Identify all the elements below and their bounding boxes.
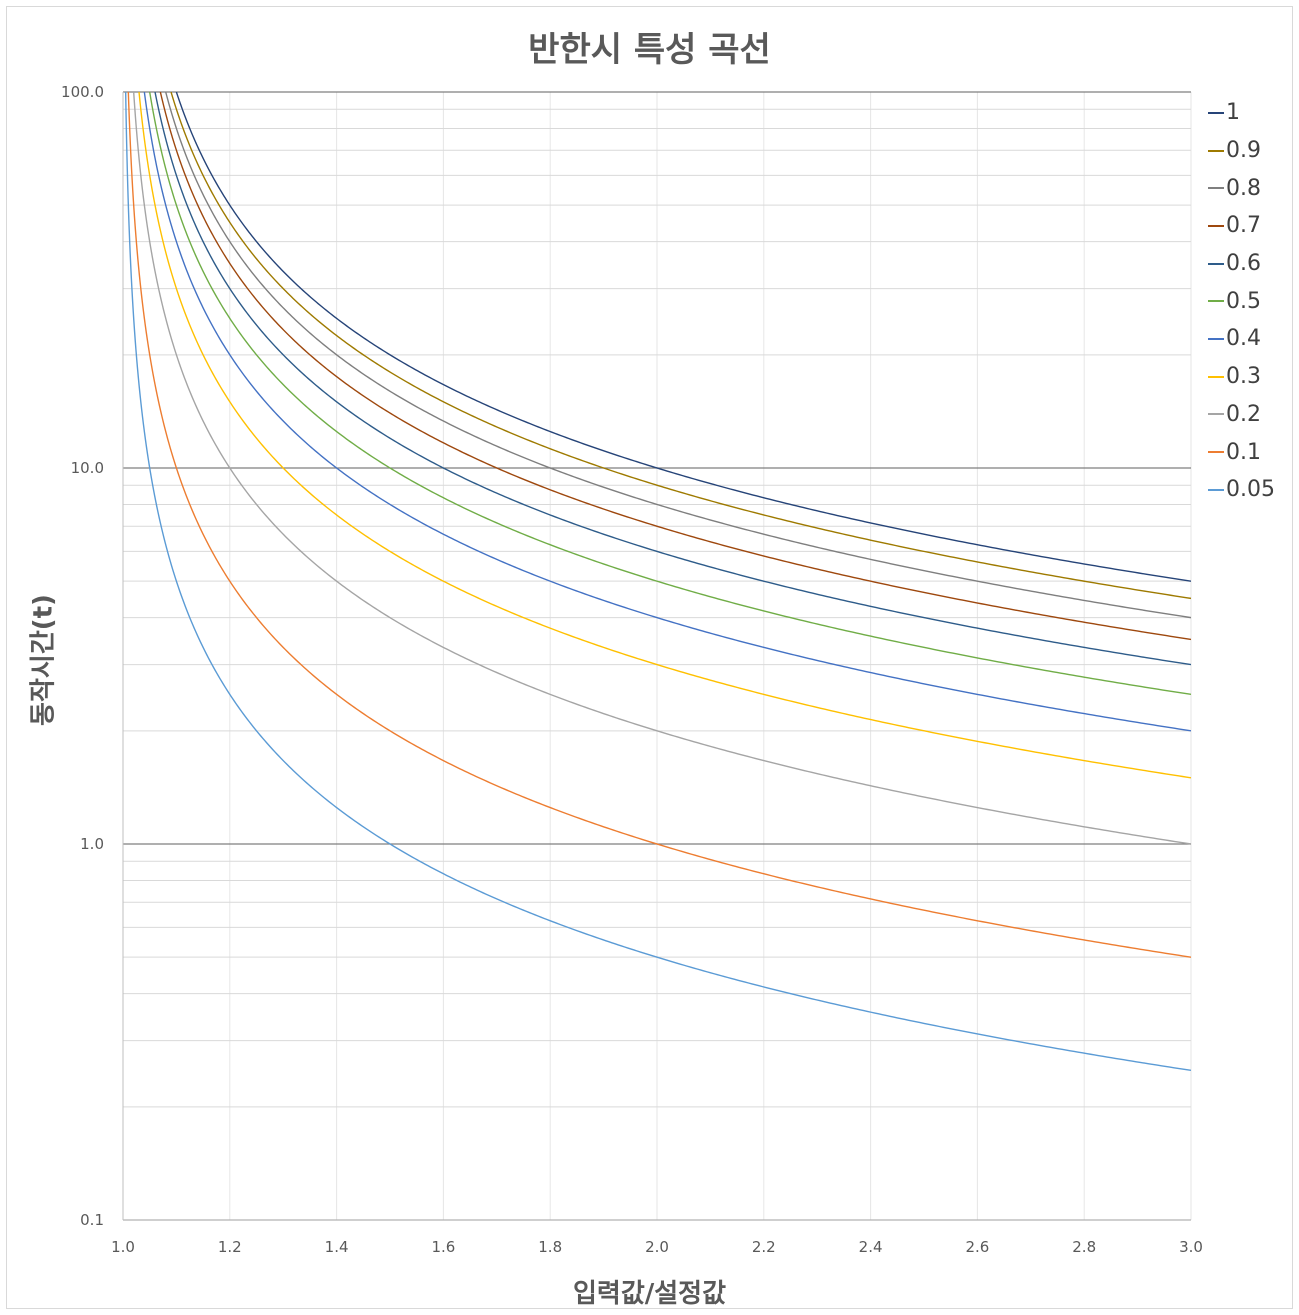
- x-tick-label: 3.0: [1179, 1238, 1203, 1256]
- series-line-1: [175, 92, 1191, 582]
- x-tick-label: 1.8: [538, 1238, 562, 1256]
- legend-swatch: [1208, 337, 1224, 340]
- legend-label: 1: [1226, 100, 1240, 126]
- series-line-0_3: [138, 92, 1191, 779]
- series-line-0_4: [143, 92, 1191, 732]
- chart-title: 반한시 특성 곡선: [528, 30, 771, 70]
- y-tick-label: 0.1: [80, 1211, 104, 1229]
- legend-label: 0.05: [1226, 477, 1275, 503]
- legend-item: 0.05: [1208, 471, 1275, 509]
- legend-swatch: [1208, 111, 1224, 114]
- series-line-0_9: [170, 92, 1191, 600]
- y-tick-label: 100.0: [61, 83, 104, 101]
- series-line-0_05: [124, 92, 1191, 1072]
- legend-label: 0.1: [1226, 439, 1261, 465]
- x-tick-label: 2.2: [752, 1238, 776, 1256]
- legend-swatch: [1208, 451, 1224, 454]
- legend-swatch: [1208, 300, 1224, 303]
- series-line-0_7: [159, 92, 1191, 641]
- legend-swatch: [1208, 488, 1224, 491]
- grid: [122, 91, 1192, 1221]
- x-tick-label: 1.2: [218, 1238, 242, 1256]
- legend-swatch: [1208, 149, 1224, 152]
- legend-label: 0.8: [1226, 175, 1261, 201]
- legend-item: 0.5: [1208, 282, 1275, 320]
- y-tick-label: 10.0: [71, 459, 104, 477]
- legend-item: 0.6: [1208, 245, 1275, 283]
- legend-label: 0.5: [1226, 288, 1261, 314]
- x-tick-label: 2.4: [859, 1238, 883, 1256]
- x-tick-label: 2.6: [965, 1238, 989, 1256]
- x-tick-label: 1.6: [431, 1238, 455, 1256]
- tick-labels: 1.0 1.2 1.4 1.6 1.8 2.0 2.2 2.4 2.6 2.8 3.0 0.1 1.0 1…: [61, 83, 1203, 1256]
- legend-item: 0.4: [1208, 320, 1275, 358]
- legend-swatch: [1208, 224, 1224, 227]
- legend-swatch: [1208, 262, 1224, 265]
- legend-label: 0.9: [1226, 138, 1261, 164]
- legend-label: 0.2: [1226, 401, 1261, 427]
- series-line-0_2: [132, 92, 1191, 845]
- legend-label: 0.3: [1226, 364, 1261, 390]
- series-lines: [124, 92, 1191, 1072]
- legend-item: 0.8: [1208, 169, 1275, 207]
- x-axis-title: 입력값/설정값: [572, 1279, 727, 1309]
- y-tick-label: 1.0: [80, 835, 104, 853]
- legend: 1 0.9 0.8 0.7 0.6 0.5 0.4 0.3 0.2 0.1 0.05: [1208, 94, 1275, 509]
- x-tick-label: 2.0: [645, 1238, 669, 1256]
- x-tick-label: 2.8: [1072, 1238, 1096, 1256]
- series-line-0_5: [149, 92, 1191, 696]
- x-tick-label: 1.0: [111, 1238, 135, 1256]
- legend-item: 0.1: [1208, 433, 1275, 471]
- legend-swatch: [1208, 413, 1224, 416]
- series-line-0_1: [127, 92, 1191, 958]
- legend-label: 0.7: [1226, 213, 1261, 239]
- chart-frame: [6, 6, 1293, 1309]
- legend-label: 0.6: [1226, 251, 1261, 277]
- legend-swatch: [1208, 375, 1224, 378]
- x-tick-label: 1.4: [325, 1238, 349, 1256]
- legend-item: 0.3: [1208, 358, 1275, 396]
- legend-item: 0.2: [1208, 396, 1275, 434]
- legend-item: 0.7: [1208, 207, 1275, 245]
- series-line-0_6: [154, 92, 1191, 666]
- legend-item: 1: [1208, 94, 1275, 132]
- legend-label: 0.4: [1226, 326, 1261, 352]
- legend-swatch: [1208, 187, 1224, 190]
- legend-item: 0.9: [1208, 132, 1275, 170]
- series-line-0_8: [165, 92, 1191, 619]
